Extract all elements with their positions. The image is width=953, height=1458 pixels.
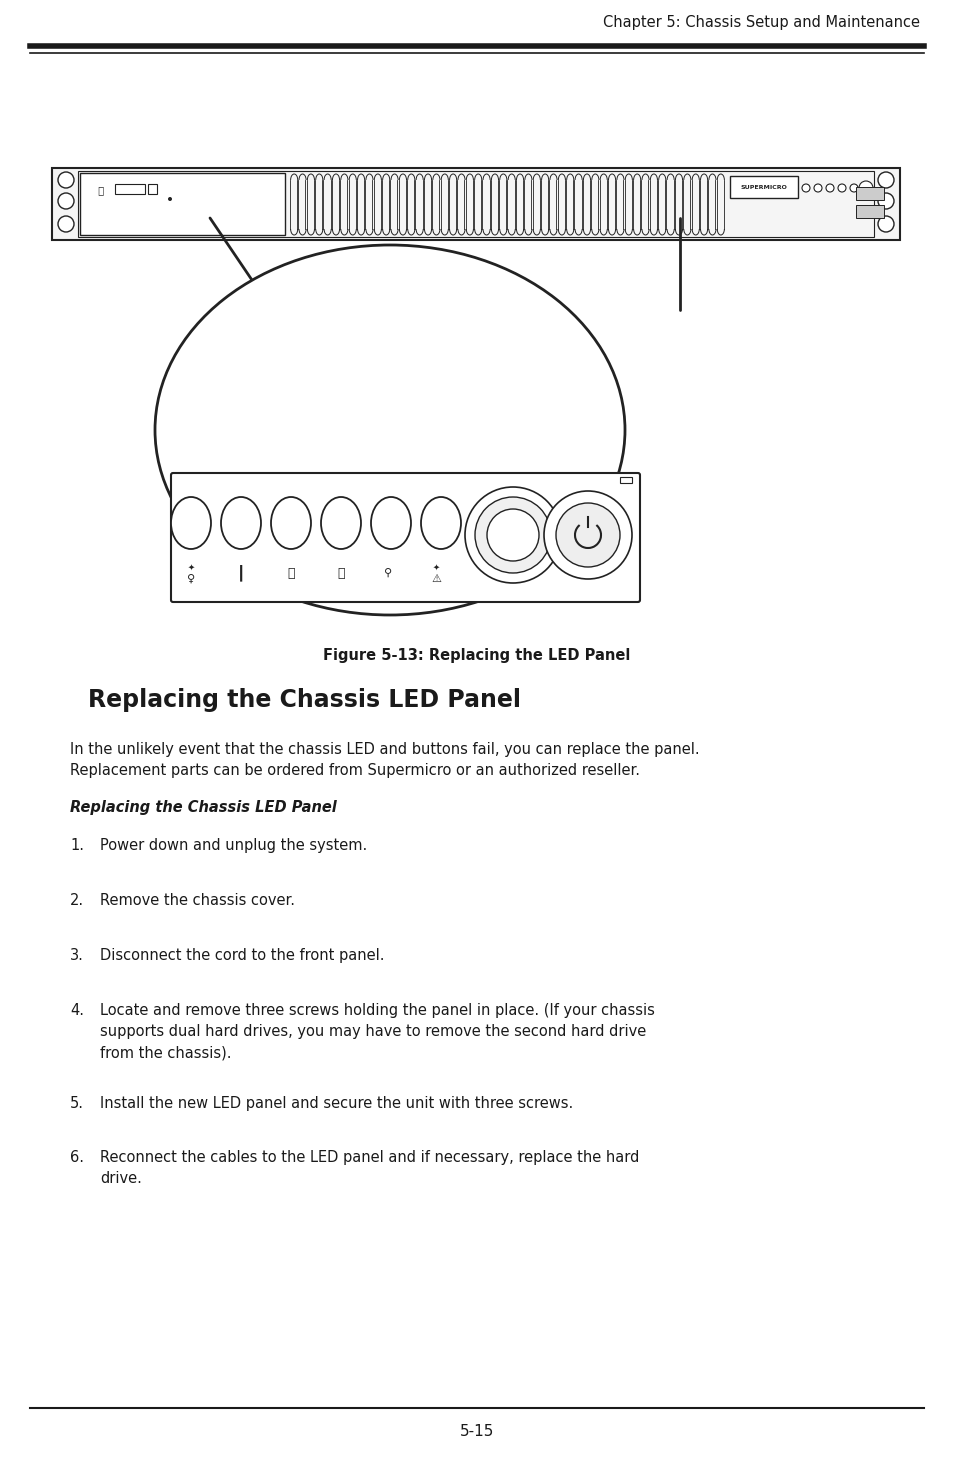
Circle shape	[877, 192, 893, 208]
Bar	[115, 184, 145, 194]
Text: Replacing the Chassis LED Panel: Replacing the Chassis LED Panel	[88, 688, 520, 712]
Circle shape	[849, 184, 857, 192]
Text: 6.: 6.	[70, 1150, 84, 1165]
Circle shape	[543, 491, 631, 579]
FancyBboxPatch shape	[171, 472, 639, 602]
Text: Chapter 5: Chassis Setup and Maintenance: Chapter 5: Chassis Setup and Maintenance	[602, 15, 919, 31]
Text: Replacing the Chassis LED Panel: Replacing the Chassis LED Panel	[70, 800, 336, 815]
Text: Figure 5-13: Replacing the LED Panel: Figure 5-13: Replacing the LED Panel	[323, 647, 630, 662]
Text: supports dual hard drives, you may have to remove the second hard drive: supports dual hard drives, you may have …	[100, 1024, 645, 1040]
Text: Locate and remove three screws holding the panel in place. (If your chassis: Locate and remove three screws holding t…	[100, 1003, 654, 1018]
Circle shape	[813, 184, 821, 192]
Text: drive.: drive.	[100, 1171, 142, 1185]
Text: 飞: 飞	[91, 185, 104, 195]
Circle shape	[475, 497, 551, 573]
Circle shape	[858, 181, 872, 195]
Circle shape	[58, 192, 74, 208]
Bar	[855, 206, 883, 219]
Text: In the unlikely event that the chassis LED and buttons fail, you can replace the: In the unlikely event that the chassis L…	[70, 742, 699, 757]
Text: Disconnect the cord to the front panel.: Disconnect the cord to the front panel.	[100, 948, 384, 962]
Ellipse shape	[221, 497, 261, 550]
Circle shape	[486, 509, 538, 561]
Text: ⛣: ⛣	[287, 567, 294, 579]
Bar	[52, 168, 899, 241]
Text: 1.: 1.	[70, 838, 84, 853]
Bar	[80, 174, 285, 235]
Text: from the chassis).: from the chassis).	[100, 1045, 232, 1060]
Ellipse shape	[371, 497, 411, 550]
Text: 5.: 5.	[70, 1096, 84, 1111]
Ellipse shape	[171, 497, 211, 550]
Ellipse shape	[420, 497, 460, 550]
Text: ┃: ┃	[236, 564, 245, 582]
Circle shape	[464, 487, 560, 583]
Circle shape	[58, 216, 74, 232]
Text: ✦: ✦	[188, 563, 194, 572]
Bar	[619, 477, 631, 483]
Circle shape	[877, 216, 893, 232]
Bar	[855, 187, 883, 200]
Circle shape	[168, 197, 172, 201]
Circle shape	[825, 184, 833, 192]
Bar	[148, 184, 157, 194]
Text: Replacement parts can be ordered from Supermicro or an authorized reseller.: Replacement parts can be ordered from Su…	[70, 763, 639, 779]
Text: 4.: 4.	[70, 1003, 84, 1018]
Circle shape	[801, 184, 809, 192]
Ellipse shape	[271, 497, 311, 550]
Text: ♀: ♀	[187, 574, 194, 585]
Text: ✦: ✦	[432, 563, 439, 572]
Text: Reconnect the cables to the LED panel and if necessary, replace the hard: Reconnect the cables to the LED panel an…	[100, 1150, 639, 1165]
Text: ⚠: ⚠	[431, 574, 440, 585]
Text: 3.: 3.	[70, 948, 84, 962]
Circle shape	[877, 172, 893, 188]
Circle shape	[58, 172, 74, 188]
Text: ⚲: ⚲	[383, 569, 392, 577]
Circle shape	[556, 503, 619, 567]
Text: 2.: 2.	[70, 892, 84, 908]
Bar	[729, 176, 797, 198]
Text: SUPERMICRO: SUPERMICRO	[740, 185, 786, 190]
Text: ⛣: ⛣	[337, 567, 344, 579]
Text: Install the new LED panel and secure the unit with three screws.: Install the new LED panel and secure the…	[100, 1096, 573, 1111]
Circle shape	[837, 184, 845, 192]
Text: 5-15: 5-15	[459, 1424, 494, 1439]
Ellipse shape	[154, 245, 624, 615]
Ellipse shape	[320, 497, 360, 550]
Text: Remove the chassis cover.: Remove the chassis cover.	[100, 892, 294, 908]
Bar	[78, 171, 873, 238]
Text: Power down and unplug the system.: Power down and unplug the system.	[100, 838, 367, 853]
